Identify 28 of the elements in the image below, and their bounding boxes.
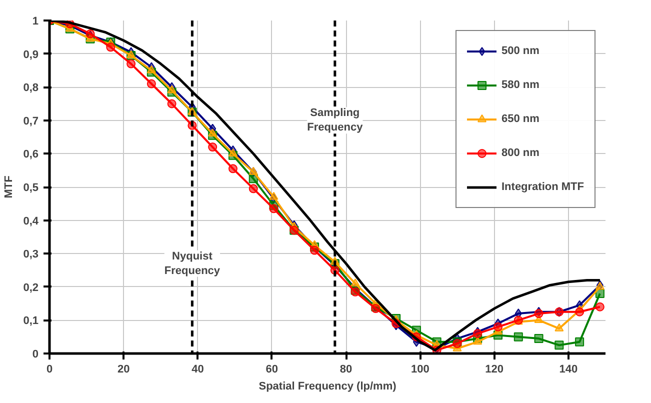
y-tick-label: 0,4: [23, 215, 40, 228]
y-axis-title: MTF: [3, 175, 16, 198]
y-tick-label: 1: [32, 16, 39, 28]
x-tick-label: 120: [485, 364, 504, 376]
legend-label: Integration MTF: [502, 181, 584, 193]
x-tick-label: 100: [410, 364, 430, 376]
y-tick-label: 0: [32, 348, 39, 360]
x-tick-label: 20: [118, 364, 130, 376]
ref-line-label: Sampling Frequency: [307, 107, 364, 134]
legend-label: 580 nm: [502, 79, 540, 91]
x-tick-label: 0: [46, 364, 53, 376]
y-tick-label: 0,2: [23, 282, 39, 294]
y-tick-label: 0,3: [23, 248, 39, 261]
x-tick-label: 140: [559, 364, 578, 376]
x-tick-label: 60: [266, 364, 278, 376]
x-tick-label: 40: [192, 364, 204, 376]
y-tick-label: 0,7: [23, 115, 39, 128]
legend-label: 500 nm: [502, 45, 540, 57]
y-tick-label: 0,5: [23, 182, 39, 194]
ref-line-label: Nyquist Frequency: [164, 250, 221, 277]
legend-label: 650 nm: [502, 113, 540, 125]
x-axis-title: Spatial Frequency (lp/mm): [258, 380, 397, 392]
y-tick-label: 0,6: [23, 148, 39, 161]
legend-label: 800 nm: [502, 147, 540, 159]
y-tick-label: 0,1: [23, 315, 39, 328]
x-tick-label: 80: [340, 364, 352, 376]
y-tick-label: 0,9: [23, 48, 39, 61]
y-tick-label: 0,8: [23, 82, 39, 94]
